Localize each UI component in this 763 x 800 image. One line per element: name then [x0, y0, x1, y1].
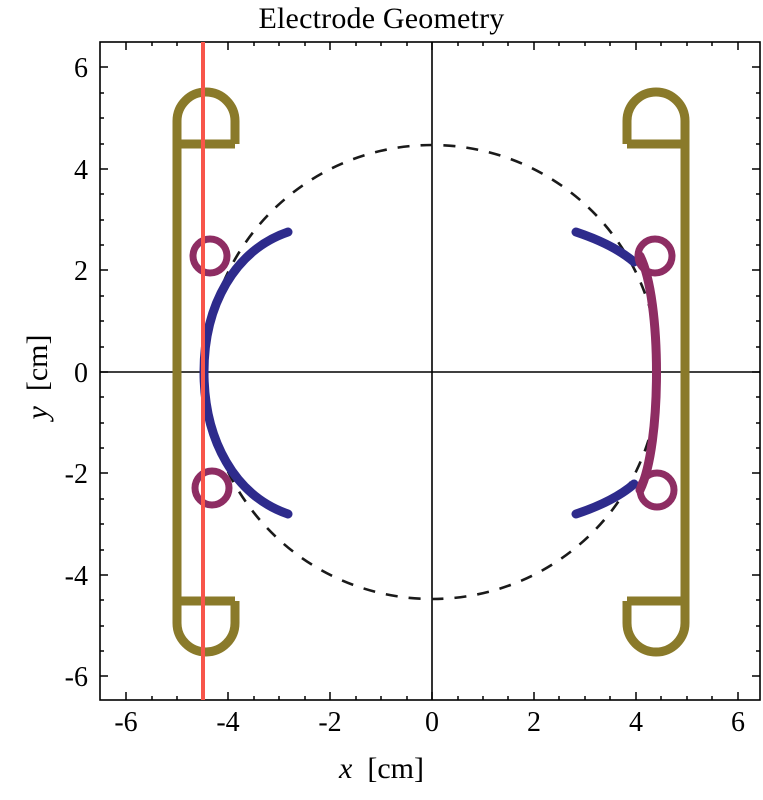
- right-electrode-arc: [635, 251, 661, 495]
- right-electrode-arc-extension-top: [571, 227, 639, 267]
- y-axis-label: y [cm]: [21, 317, 55, 437]
- y-tick-label: -2: [65, 459, 88, 490]
- y-tick-label: 2: [74, 256, 88, 287]
- x-tick-label: 2: [527, 707, 541, 738]
- y-tick-label: 4: [74, 155, 88, 186]
- x-tick-label: -6: [114, 707, 137, 738]
- x-tick-label: 0: [425, 707, 439, 738]
- x-tick-label: -2: [318, 707, 341, 738]
- y-axis-label-variable: y: [21, 406, 54, 420]
- wire-ring-marker: [636, 469, 678, 511]
- x-axis-label-variable: x: [339, 752, 353, 785]
- right-support-frame: [622, 87, 690, 657]
- y-tick-labels: 6 4 2 0 -2 -4 -6: [65, 53, 88, 693]
- right-electrode-arc-extension-bottom: [571, 479, 639, 519]
- wire-ring-marker: [189, 235, 231, 277]
- plot-frame: [99, 41, 761, 701]
- y-tick-label: -4: [65, 561, 88, 592]
- y-tick-label: -6: [65, 662, 88, 693]
- x-axis-label-unit: [cm]: [367, 752, 424, 785]
- x-tick-label: -4: [216, 707, 239, 738]
- x-tick-labels: -6 -4 -2 0 2 4 6: [114, 707, 745, 738]
- x-tick-label: 4: [629, 707, 643, 738]
- y-axis-label-unit: [cm]: [21, 334, 54, 392]
- wire-ring-marker: [191, 467, 233, 509]
- y-tick-label: 6: [74, 53, 88, 84]
- wire-ring-marker: [634, 235, 676, 277]
- y-tick-label: 0: [74, 358, 88, 389]
- origin-axis-lines: [100, 42, 760, 700]
- left-support-frame: [172, 87, 240, 657]
- x-tick-label: 6: [731, 707, 745, 738]
- x-axis-label: x [cm]: [0, 752, 763, 786]
- page-title: Electrode Geometry: [258, 2, 505, 35]
